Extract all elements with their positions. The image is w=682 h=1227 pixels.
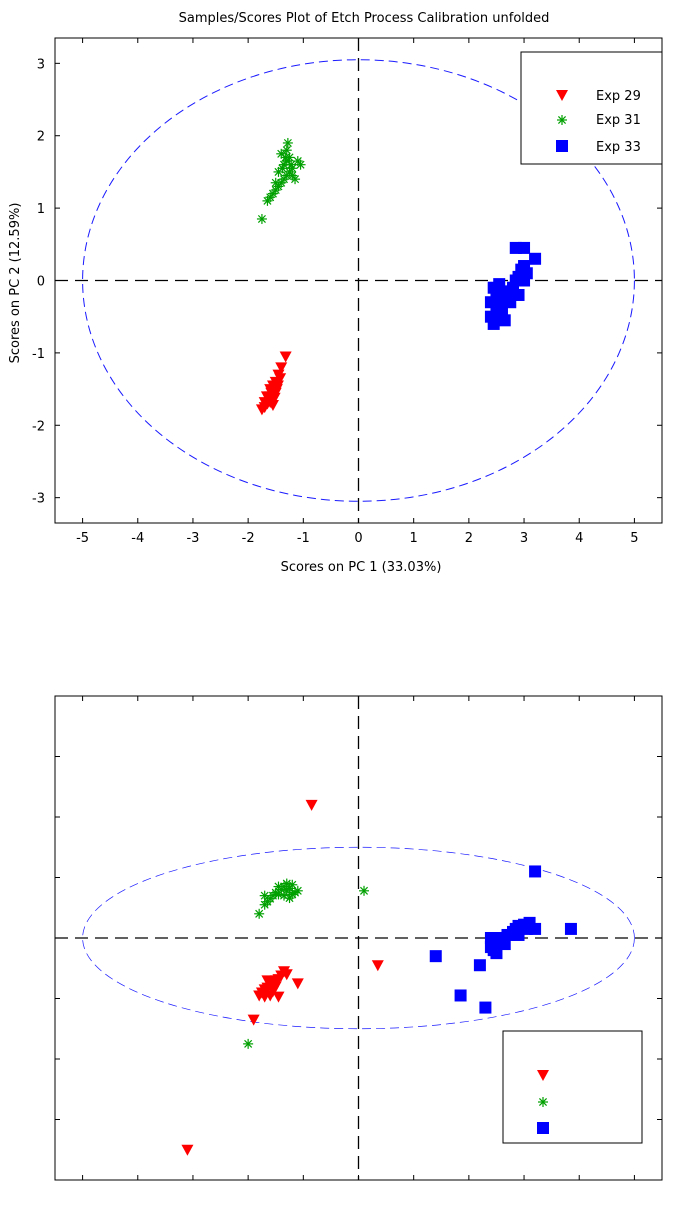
data-point: [269, 981, 282, 993]
data-point: [291, 978, 304, 990]
data-point: [281, 145, 292, 156]
x-tick-label: -2: [242, 531, 255, 546]
data-point: [529, 865, 542, 878]
legend-label-exp-29: Exp 29: [596, 89, 641, 104]
x-tick-label: 3: [520, 531, 528, 546]
data-point: [256, 213, 267, 224]
legend-label-exp-33: Exp 33: [596, 140, 641, 155]
confidence-ellipse: [82, 59, 635, 502]
x-axis-label: Scores on PC 1 (33.03%): [281, 560, 442, 575]
data-point: [181, 1144, 194, 1156]
legend-marker-exp-29: [556, 90, 568, 101]
data-point: [518, 274, 531, 287]
data-point: [258, 397, 271, 409]
y-tick-label: 0: [37, 275, 45, 290]
x-tick-label: 4: [575, 531, 583, 546]
data-point: [286, 159, 297, 170]
x-tick-label: -5: [76, 531, 89, 546]
legend-marker-exp-29: [537, 1070, 549, 1081]
data-point: [275, 362, 288, 374]
data-point: [487, 317, 500, 330]
data-point: [290, 174, 301, 185]
x-tick-label: -4: [131, 531, 144, 546]
legend-marker-exp-33: [537, 1122, 549, 1134]
data-point: [371, 960, 384, 972]
data-point: [495, 303, 508, 316]
x-tick-label: -3: [186, 531, 199, 546]
data-point: [518, 241, 531, 254]
data-point: [479, 1001, 492, 1014]
data-point: [277, 163, 288, 174]
data-point: [498, 314, 511, 327]
legend-label-exp-31: Exp 31: [596, 113, 641, 128]
legend-marker-exp-33: [556, 140, 568, 152]
data-point: [429, 950, 442, 963]
y-tick-label: 3: [37, 57, 45, 72]
series-exp-29: [255, 351, 292, 416]
chart-title: Samples/Scores Plot of Etch Process Cali…: [179, 11, 550, 26]
scores-plot-top: Samples/Scores Plot of Etch Process Cali…: [8, 11, 663, 575]
data-point: [454, 989, 467, 1002]
legend-box: [520, 51, 663, 165]
data-point: [287, 889, 298, 900]
data-point: [282, 137, 293, 148]
legend: [502, 1030, 643, 1144]
data-point: [292, 885, 303, 896]
series-exp-33: [484, 241, 542, 330]
data-point: [473, 959, 486, 972]
data-point: [498, 938, 511, 951]
legend-marker-exp-31: [538, 1097, 548, 1107]
data-point: [258, 991, 271, 1003]
data-point: [259, 890, 270, 901]
data-point: [273, 881, 284, 892]
x-tick-label: 2: [465, 531, 473, 546]
data-point: [490, 947, 503, 960]
data-point: [295, 159, 306, 170]
series-exp-33: [429, 865, 577, 1014]
legend-box: [502, 1030, 643, 1144]
data-point: [270, 177, 281, 188]
data-point: [247, 1014, 260, 1026]
y-axis-label: Scores on PC 2 (12.59%): [8, 203, 23, 364]
data-point: [272, 991, 285, 1003]
data-point: [243, 1038, 254, 1049]
data-point: [305, 799, 318, 811]
y-tick-label: -2: [32, 419, 45, 434]
data-point: [271, 380, 284, 392]
data-point: [484, 296, 497, 309]
y-tick-label: 1: [37, 202, 45, 217]
data-point: [529, 252, 542, 265]
data-point: [261, 975, 274, 987]
data-point: [529, 922, 542, 935]
legend-marker-exp-31: [557, 115, 567, 125]
data-point: [274, 373, 287, 385]
x-tick-label: 1: [410, 531, 418, 546]
legend: Exp 29 Exp 31 Exp 33: [520, 51, 663, 165]
data-point: [264, 384, 277, 396]
data-point: [484, 932, 497, 944]
data-point: [279, 351, 292, 363]
data-point: [254, 908, 265, 919]
y-tick-label: -3: [32, 492, 45, 507]
y-tick-label: -1: [32, 347, 45, 362]
x-tick-label: -1: [297, 531, 310, 546]
series-exp-31: [243, 878, 370, 1049]
y-tick-label: 2: [37, 130, 45, 145]
x-tick-label: 5: [630, 531, 638, 546]
data-point: [512, 928, 525, 941]
series-exp-29: [181, 799, 384, 1156]
data-point: [564, 922, 577, 935]
scores-plot-bottom: [54, 695, 663, 1181]
confidence-ellipse: [82, 846, 635, 1030]
x-tick-label: 0: [354, 531, 362, 546]
data-point: [359, 885, 370, 896]
data-point: [280, 152, 291, 163]
series-exp-31: [256, 137, 306, 224]
